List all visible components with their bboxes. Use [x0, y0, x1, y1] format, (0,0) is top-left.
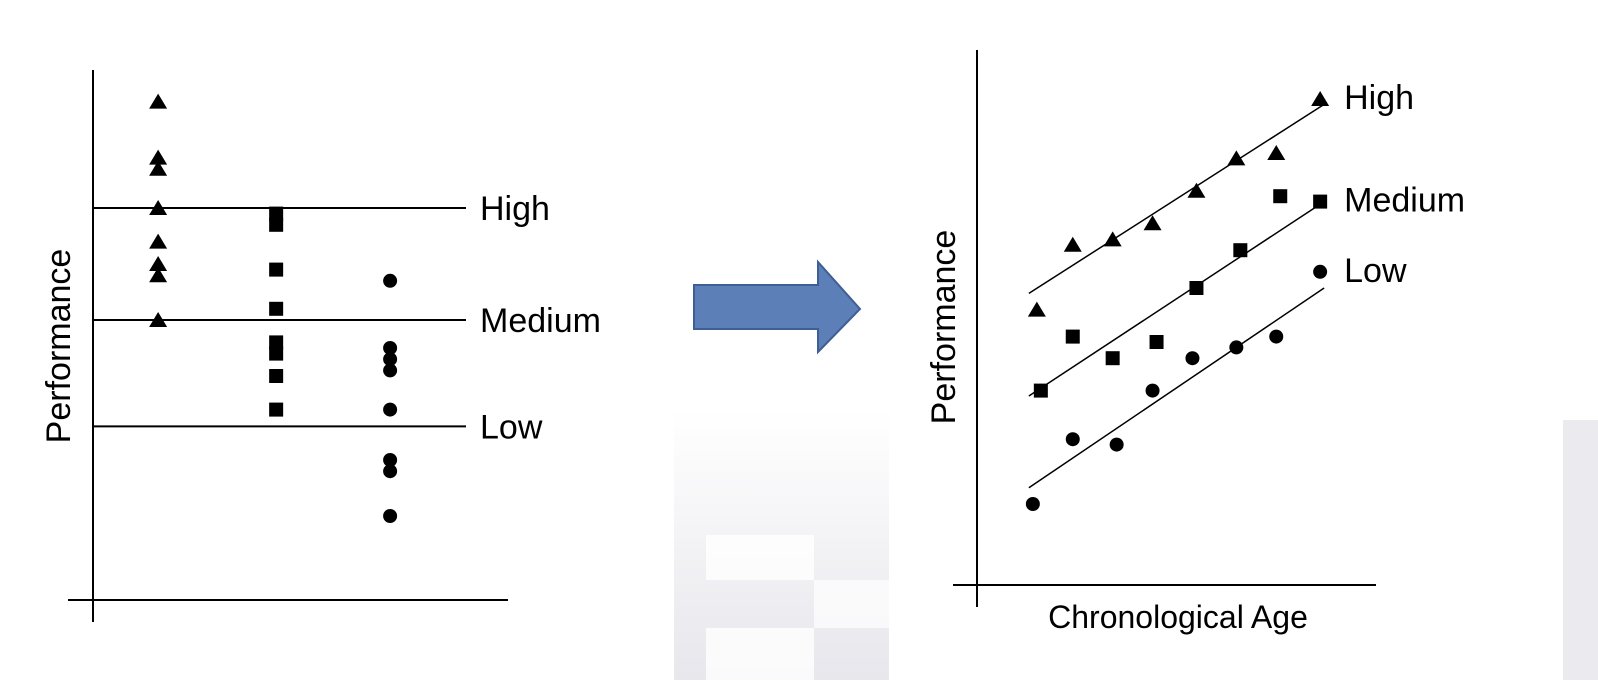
- data-point-low: [1109, 437, 1124, 452]
- series-label-medium: Medium: [1344, 182, 1465, 220]
- data-point-low: [1185, 351, 1200, 366]
- data-point-low: [1065, 432, 1080, 447]
- data-point-medium: [1149, 335, 1164, 349]
- reference-label-high: High: [480, 190, 550, 228]
- right-arrow-icon: [693, 259, 862, 355]
- data-point-square: [269, 335, 284, 350]
- data-point-square: [269, 369, 284, 383]
- trend-line-high: [1028, 103, 1325, 295]
- data-point-high: [1103, 231, 1122, 247]
- data-point-triangle: [149, 256, 168, 271]
- trend-lines: [1028, 103, 1325, 489]
- y-axis-label-left: Performance: [40, 249, 78, 444]
- trend-line-low: [1028, 287, 1325, 489]
- data-point-triangle: [149, 160, 168, 176]
- data-point-low: [1229, 340, 1244, 355]
- data-point-medium: [1065, 329, 1080, 344]
- data-point-square: [269, 402, 284, 417]
- chart-right: Performance Chronological Age High Medium…: [925, 50, 1465, 635]
- data-point-low: [1025, 497, 1040, 511]
- data-point-triangle: [149, 312, 168, 327]
- reference-label-medium: Medium: [480, 302, 601, 340]
- reference-label-low: Low: [480, 408, 543, 446]
- data-point-high: [1267, 145, 1286, 160]
- reference-lines: High Medium Low: [93, 190, 601, 446]
- data-point-circle: [383, 402, 398, 417]
- data-point-medium: [1105, 351, 1120, 366]
- data-point-high: [1187, 182, 1206, 198]
- data-point-low: [1269, 329, 1284, 344]
- data-point-triangle: [149, 233, 168, 249]
- data-point-high: [1227, 150, 1246, 166]
- chart-left: Performance High Medium Low: [40, 70, 601, 622]
- data-point-medium: [1233, 243, 1248, 258]
- data-point-medium: [1313, 194, 1328, 209]
- x-axis-label-right: Chronological Age: [1048, 599, 1308, 635]
- trend-line-medium: [1028, 200, 1325, 397]
- data-point-low: [1145, 383, 1160, 398]
- data-point-triangle: [149, 200, 168, 215]
- series-label-high: High: [1344, 79, 1414, 117]
- data-point-triangle: [149, 149, 168, 165]
- data-point-high: [1311, 91, 1330, 106]
- data-point-medium: [1033, 383, 1048, 398]
- data-point-square: [269, 217, 284, 232]
- data-point-high: [1063, 236, 1082, 252]
- data-point-circle: [383, 273, 398, 288]
- data-point-circle: [383, 341, 398, 355]
- data-point-medium: [1189, 281, 1204, 295]
- data-points-left: [149, 93, 398, 523]
- data-point-low: [1313, 264, 1328, 279]
- data-points-right: [1025, 91, 1330, 511]
- decorative-backdrop: [674, 410, 1598, 680]
- data-point-high: [1027, 301, 1046, 317]
- data-point-circle: [383, 464, 398, 479]
- data-point-circle: [383, 453, 398, 467]
- series-label-low: Low: [1344, 252, 1407, 290]
- data-point-circle: [383, 363, 398, 378]
- data-point-circle: [383, 509, 398, 523]
- data-point-square: [269, 346, 284, 361]
- data-point-triangle: [149, 93, 168, 109]
- data-point-square: [269, 206, 284, 221]
- data-point-high: [1143, 215, 1162, 231]
- y-axis-label-right: Performance: [925, 230, 963, 425]
- data-point-square: [269, 262, 284, 277]
- series-labels: High Medium Low: [1344, 79, 1465, 290]
- data-point-triangle: [149, 267, 168, 283]
- data-point-circle: [383, 352, 398, 367]
- data-point-square: [269, 301, 284, 316]
- data-point-medium: [1273, 189, 1288, 204]
